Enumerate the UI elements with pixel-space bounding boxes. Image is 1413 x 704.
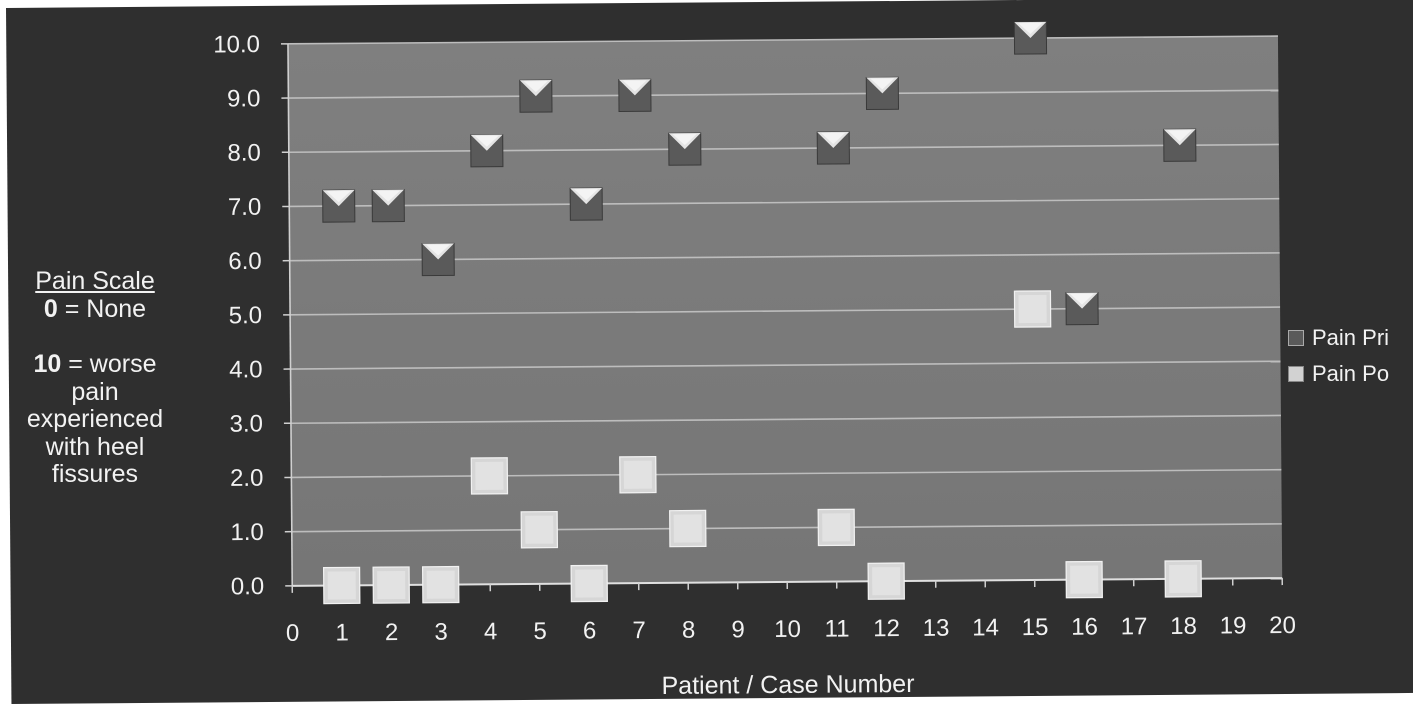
gridline (291, 523, 1282, 533)
pain-prior-marker (618, 78, 652, 112)
pain-scale-zero-value: 0 (43, 294, 58, 323)
legend-label-pain-pri: Pain Pri (1312, 325, 1390, 350)
x-tick-label: 7 (632, 617, 646, 644)
pain-post-marker (421, 565, 460, 604)
x-tick-label: 0 (286, 620, 300, 647)
pain-prior-marker (1065, 291, 1099, 326)
pain-scale-line-1: pain (71, 377, 119, 406)
pain-prior-marker (668, 132, 702, 166)
pain-scale-line-3: with heel (45, 432, 145, 461)
pain-post-marker (619, 455, 657, 494)
pain-scale-ten-text: = worse (61, 350, 157, 378)
x-tick-label: 5 (533, 618, 547, 645)
gridline (290, 360, 1281, 370)
pain-scale-ten: 10 = worse (0, 350, 190, 379)
x-tick-label: 10 (774, 616, 801, 643)
y-tick-label: 2.0 (230, 465, 264, 492)
legend-item-pain-pri: Pain Pri (1288, 320, 1389, 356)
pain-scale-line-4: fissures (51, 460, 139, 488)
pain-post-marker (322, 566, 361, 605)
y-axis-line (287, 43, 294, 586)
pain-post-marker (867, 562, 905, 600)
pain-post-marker (470, 457, 509, 495)
x-axis-title: Patient / Case Number (661, 670, 914, 700)
x-tick-label: 6 (583, 617, 597, 644)
gridline (287, 35, 1278, 45)
gridline (288, 89, 1279, 99)
pain-scale-title: Pain Scale (35, 267, 155, 295)
pain-post-marker (669, 509, 707, 548)
x-tick-label: 18 (1170, 613, 1197, 640)
pain-prior-marker (519, 79, 553, 113)
y-tick-label: 9.0 (227, 85, 261, 112)
x-tick-label: 14 (972, 614, 999, 641)
x-tick-label: 15 (1022, 614, 1049, 641)
pain-prior-marker (816, 131, 850, 165)
pain-prior-marker (322, 189, 356, 223)
pain-prior-marker (371, 189, 405, 223)
y-tick-label: 1.0 (230, 519, 264, 546)
x-tick-label: 3 (434, 619, 448, 646)
legend-label-pain-po: Pain Po (1312, 361, 1390, 386)
y-tick-label: 8.0 (227, 139, 261, 166)
legend-swatch-pain-pri (1288, 330, 1304, 346)
x-tick-label: 12 (873, 615, 900, 642)
x-tick-label: 11 (825, 615, 850, 642)
pain-prior-marker (865, 76, 900, 111)
pain-prior-marker (569, 187, 603, 221)
pain-post-marker (520, 510, 559, 549)
gridline (289, 197, 1280, 208)
pain-post-marker (372, 566, 410, 604)
x-tick-label: 19 (1220, 612, 1247, 639)
pain-scale-zero-text: = None (57, 294, 147, 323)
x-tick-label: 9 (731, 616, 745, 643)
y-tick-label: 3.0 (229, 410, 263, 437)
x-tick-label: 4 (484, 618, 498, 645)
y-tick-label: 4.0 (229, 356, 263, 383)
y-tick-label: 5.0 (229, 302, 263, 329)
pain-scale-ten-value: 10 (33, 350, 62, 378)
chart-legend: Pain Pri Pain Po (1288, 320, 1389, 392)
gridline (288, 143, 1279, 154)
gridline (290, 306, 1281, 316)
x-tick-label: 20 (1269, 612, 1296, 639)
pain-scale-line-2: experienced (26, 405, 164, 433)
gridline (291, 468, 1282, 479)
legend-swatch-pain-po (1288, 366, 1304, 382)
pain-prior-marker (421, 242, 455, 277)
pain-post-marker (1065, 560, 1103, 599)
legend-item-pain-po: Pain Po (1288, 356, 1389, 392)
x-tick-label: 17 (1121, 613, 1148, 640)
x-tick-label: 1 (335, 619, 349, 646)
x-tick-label: 2 (385, 619, 399, 646)
x-tick-label: 13 (923, 615, 950, 642)
pain-prior-marker (1163, 128, 1197, 162)
gridline (290, 414, 1281, 425)
y-tick-label: 7.0 (228, 194, 262, 221)
pain-prior-marker (470, 134, 504, 168)
pain-prior-marker (1013, 21, 1048, 55)
x-tick-label: 16 (1071, 614, 1098, 641)
pain-scale-note: Pain Scale 0 = None 10 = worse pain expe… (0, 267, 190, 489)
pain-post-marker (817, 508, 856, 547)
y-tick-label: 0.0 (231, 573, 265, 600)
pain-post-marker (570, 564, 608, 603)
pain-post-marker (1164, 560, 1202, 598)
x-tick-label: 8 (682, 617, 696, 644)
pain-post-marker (1013, 290, 1052, 328)
y-tick-label: 10.0 (213, 31, 260, 58)
pain-scale-zero: 0 = None (0, 294, 190, 324)
y-tick-label: 6.0 (228, 248, 262, 275)
